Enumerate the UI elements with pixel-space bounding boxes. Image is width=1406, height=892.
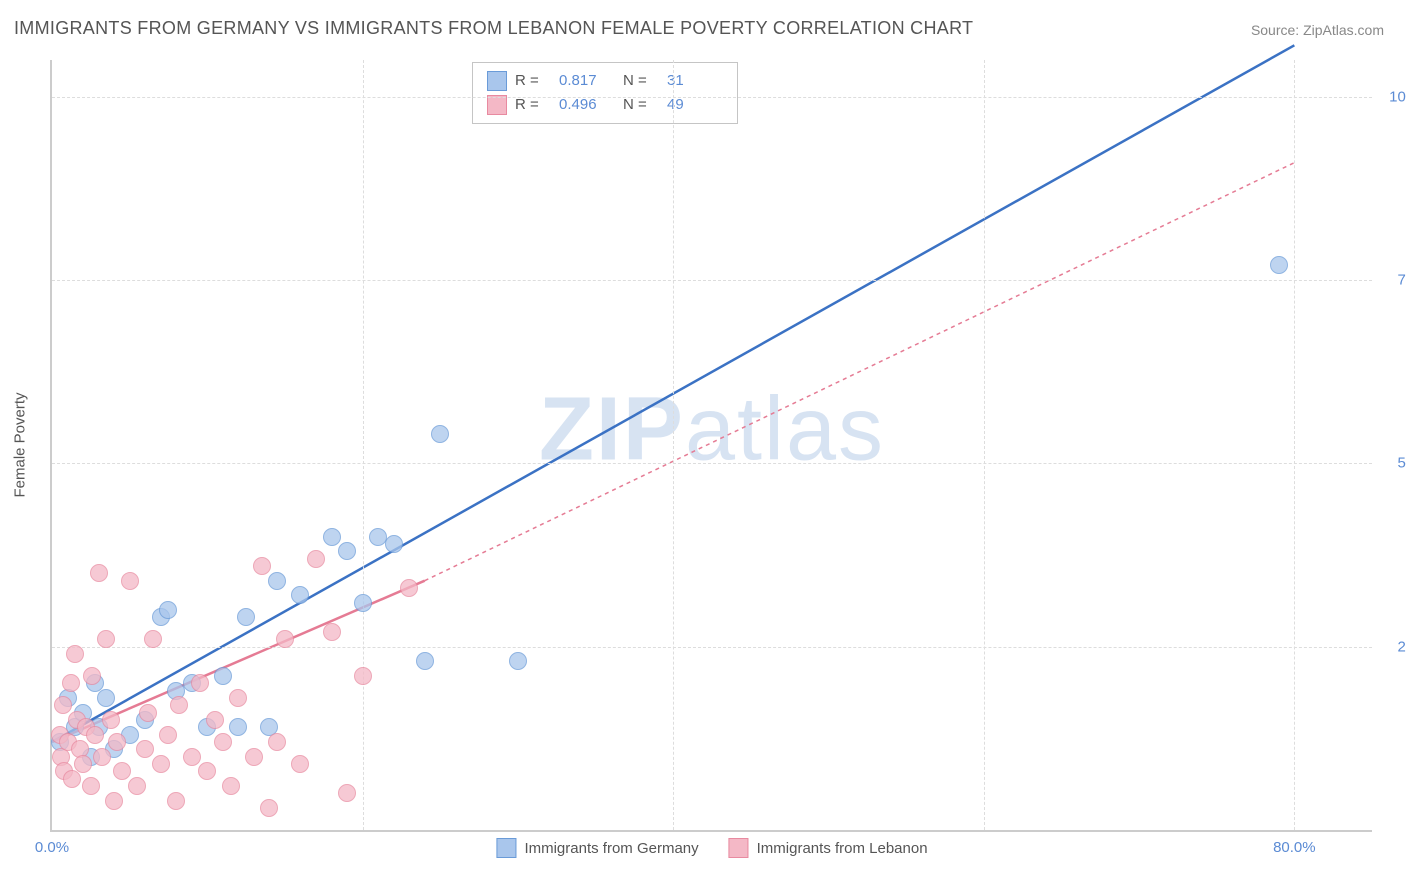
legend-item: Immigrants from Germany [496,838,698,858]
chart-area: Female Poverty ZIPatlas R =0.817N =31R =… [50,60,1370,830]
gridline-h [52,280,1372,281]
legend-swatch [729,838,749,858]
data-point [253,557,271,575]
data-point [1270,256,1288,274]
data-point [268,572,286,590]
plot-region: ZIPatlas R =0.817N =31R =0.496N =49 Immi… [50,60,1372,832]
data-point [338,542,356,560]
x-tick-label: 80.0% [1273,839,1316,856]
data-point [97,630,115,648]
data-point [307,550,325,568]
data-point [291,755,309,773]
data-point [385,535,403,553]
legend-swatch [496,838,516,858]
data-point [222,777,240,795]
data-point [66,645,84,663]
data-point [431,425,449,443]
data-point [136,740,154,758]
data-point [121,572,139,590]
data-point [245,748,263,766]
data-point [139,704,157,722]
legend-series-label: Immigrants from Lebanon [757,840,928,857]
gridline-v [673,60,674,830]
data-point [268,733,286,751]
chart-title: IMMIGRANTS FROM GERMANY VS IMMIGRANTS FR… [14,18,973,39]
trend-line-ext [425,163,1295,581]
data-point [170,696,188,714]
data-point [128,777,146,795]
data-point [108,733,126,751]
data-point [191,674,209,692]
data-point [400,579,418,597]
gridline-h [52,647,1372,648]
data-point [167,792,185,810]
y-tick-label: 100.0% [1380,88,1406,105]
source-label: Source: ZipAtlas.com [1251,22,1384,38]
data-point [291,586,309,604]
data-point [354,594,372,612]
data-point [86,726,104,744]
data-point [214,733,232,751]
data-point [229,718,247,736]
data-point [83,667,101,685]
data-point [206,711,224,729]
data-point [354,667,372,685]
data-point [323,623,341,641]
y-tick-label: 50.0% [1380,455,1406,472]
data-point [183,748,201,766]
data-point [82,777,100,795]
gridline-v [984,60,985,830]
series-legend: Immigrants from Germany Immigrants from L… [496,838,927,858]
gridline-v [363,60,364,830]
data-point [74,755,92,773]
data-point [144,630,162,648]
data-point [90,564,108,582]
x-tick-label: 0.0% [35,839,69,856]
data-point [237,608,255,626]
data-point [159,601,177,619]
y-tick-label: 25.0% [1380,638,1406,655]
data-point [105,792,123,810]
data-point [159,726,177,744]
data-point [260,799,278,817]
data-point [323,528,341,546]
data-point [338,784,356,802]
data-point [229,689,247,707]
data-point [509,652,527,670]
legend-series-label: Immigrants from Germany [524,840,698,857]
data-point [63,770,81,788]
gridline-v [1294,60,1295,830]
y-tick-label: 75.0% [1380,272,1406,289]
data-point [97,689,115,707]
gridline-h [52,97,1372,98]
data-point [416,652,434,670]
data-point [152,755,170,773]
data-point [214,667,232,685]
legend-item: Immigrants from Lebanon [729,838,928,858]
data-point [54,696,72,714]
data-point [93,748,111,766]
data-point [198,762,216,780]
gridline-h [52,463,1372,464]
trend-lines-layer [52,60,1372,830]
data-point [102,711,120,729]
data-point [62,674,80,692]
y-axis-label: Female Poverty [12,392,29,497]
data-point [276,630,294,648]
data-point [113,762,131,780]
